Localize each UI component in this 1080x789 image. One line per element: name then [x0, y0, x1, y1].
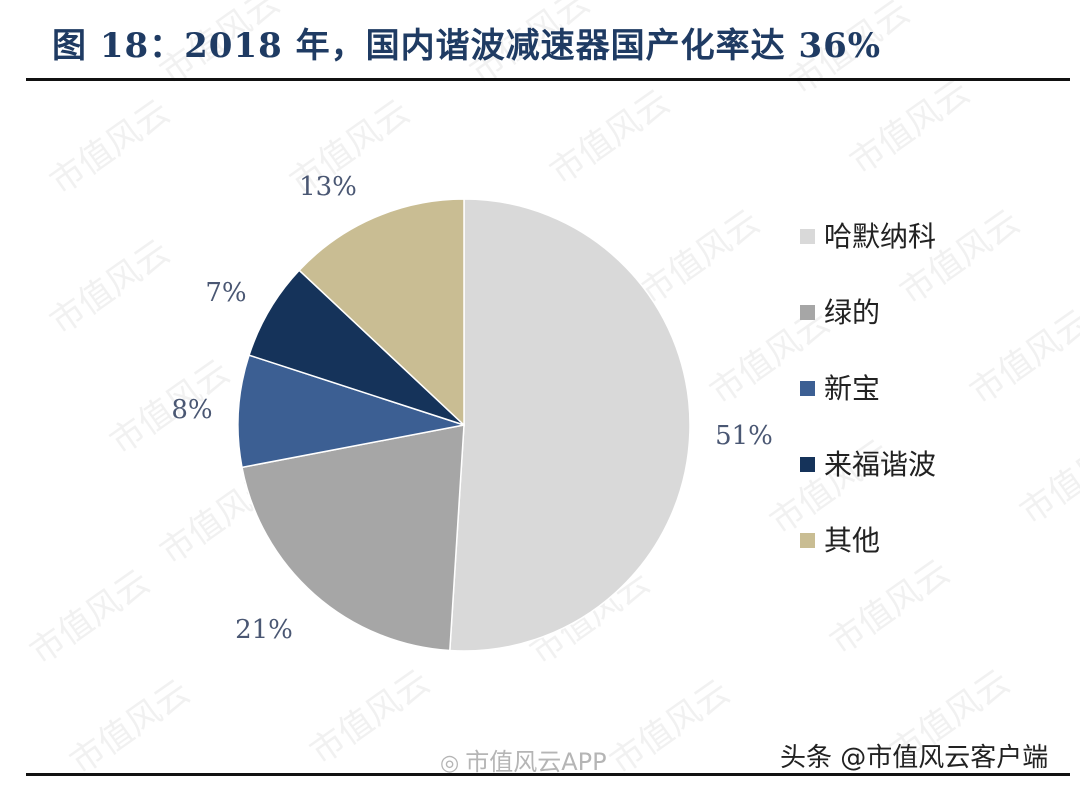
- legend-label-1: 绿的: [824, 296, 880, 329]
- legend-swatch-2: [800, 381, 815, 396]
- legend-swatch-0: [800, 229, 815, 244]
- chart-title: 图 18：2018 年，国内谐波减速器国产化率达 36%: [52, 26, 882, 66]
- pie-slice-2: [237, 354, 465, 469]
- credit-right: 头条 @市值风云客户端: [780, 743, 1049, 773]
- pie-slice-0: [449, 198, 691, 652]
- slice-label-0: 51%: [715, 421, 773, 451]
- legend-swatch-4: [800, 533, 815, 548]
- legend-label-3: 来福谐波: [824, 448, 936, 481]
- legend-label-2: 新宝: [824, 372, 880, 405]
- credit-left: ◎ 市值风云APP: [440, 742, 607, 777]
- slice-label-3: 7%: [205, 278, 246, 308]
- pie-slice-4: [298, 198, 465, 427]
- weibo-logo-icon: ◎: [440, 751, 460, 776]
- slice-label-1: 21%: [235, 615, 293, 645]
- slice-label-2: 8%: [171, 395, 212, 425]
- legend-swatch-1: [800, 305, 815, 320]
- top-rule: [26, 78, 1070, 81]
- legend-label-4: 其他: [824, 524, 880, 557]
- pie-slice-1: [241, 424, 465, 652]
- legend-swatch-3: [800, 457, 815, 472]
- credit-left-text: 市值风云APP: [465, 748, 607, 776]
- slice-label-4: 13%: [299, 172, 357, 202]
- legend-label-0: 哈默纳科: [824, 220, 936, 253]
- bottom-rule: [26, 773, 1070, 776]
